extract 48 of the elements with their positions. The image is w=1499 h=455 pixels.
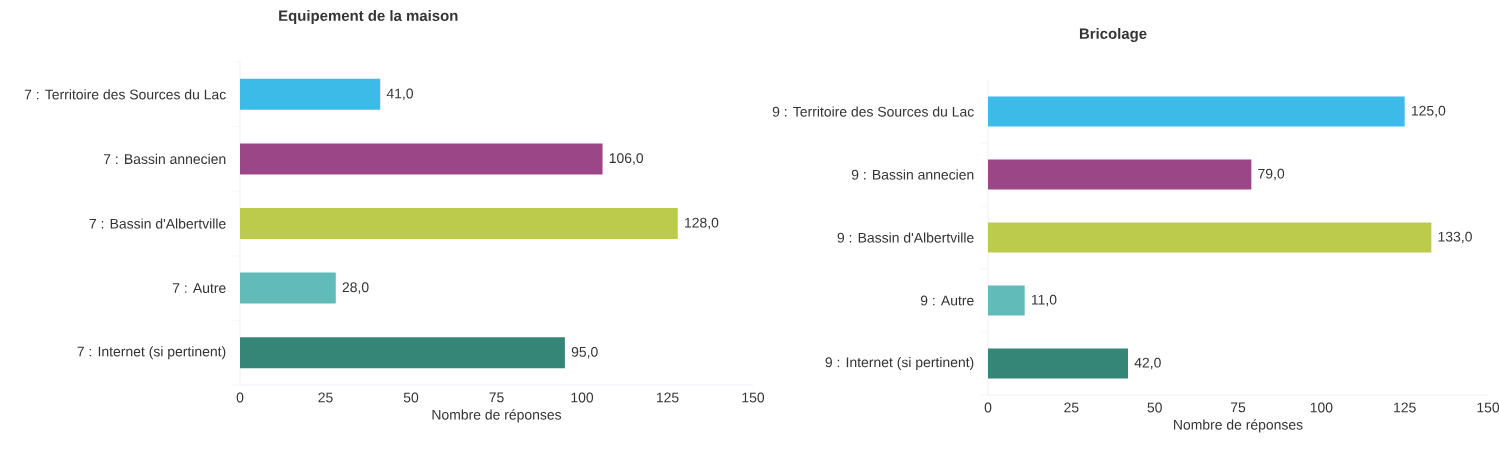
- y-tick-label: 7 : Territoire des Sources du Lac: [24, 89, 226, 100]
- bar: [240, 337, 565, 369]
- data-label: 79,0: [1258, 168, 1285, 181]
- bar: [988, 285, 1025, 316]
- bar: [988, 96, 1405, 127]
- y-tick-label: 9 : Bassin annecien: [851, 169, 974, 180]
- x-tick-label: 25: [318, 392, 333, 403]
- x-tick-label: 25: [1064, 402, 1079, 413]
- bar: [988, 348, 1129, 379]
- y-tick-label: 7 : Internet (si pertinent): [77, 346, 226, 360]
- y-tick-label: 9 : Bassin d'Albertville: [837, 232, 974, 243]
- x-tick-label: 50: [1147, 402, 1162, 413]
- x-tick-label: 75: [489, 392, 504, 403]
- bar: [240, 208, 678, 239]
- x-tick-label: 0: [984, 402, 992, 413]
- y-tick-label: 7 : Bassin d'Albertville: [89, 218, 226, 229]
- y-tick-label: 9 : Internet (si pertinent): [825, 357, 974, 370]
- bar: [988, 222, 1432, 253]
- bar: [240, 78, 381, 110]
- bar: [240, 272, 336, 304]
- y-tick-label: 7 : Autre: [172, 283, 226, 293]
- data-label: 128,0: [685, 217, 719, 230]
- data-label: 42,0: [1134, 357, 1161, 370]
- chart-title: Equipement de la maison: [279, 10, 458, 24]
- data-label: 11,0: [1031, 294, 1057, 307]
- x-axis-title: Nombre de réponses: [1174, 419, 1303, 433]
- chart-title: Bricolage: [1079, 28, 1147, 42]
- y-tick-label: 9 : Territoire des Sources du Lac: [772, 106, 974, 117]
- y-tick-label: 9 : Autre: [920, 295, 974, 306]
- data-label: 41,0: [386, 88, 414, 101]
- bar: [240, 143, 603, 175]
- x-tick-label: 100: [1310, 402, 1333, 413]
- x-tick-label: 150: [742, 392, 765, 403]
- data-label: 28,0: [342, 282, 369, 294]
- bar: [988, 159, 1252, 190]
- data-label: 125,0: [1411, 105, 1446, 118]
- x-tick-label: 150: [1477, 402, 1499, 413]
- data-label: 95,0: [571, 346, 598, 359]
- data-label: 133,0: [1438, 231, 1472, 244]
- x-tick-label: 125: [1394, 402, 1416, 413]
- y-tick-label: 7 : Bassin annecien: [103, 153, 226, 165]
- data-label: 106,0: [609, 153, 644, 165]
- x-tick-label: 0: [236, 392, 244, 403]
- x-tick-label: 75: [1230, 402, 1246, 413]
- x-tick-label: 50: [403, 392, 419, 403]
- x-tick-label: 125: [656, 392, 679, 403]
- x-axis-title: Nombre de réponses: [432, 409, 562, 423]
- x-tick-label: 100: [571, 392, 594, 403]
